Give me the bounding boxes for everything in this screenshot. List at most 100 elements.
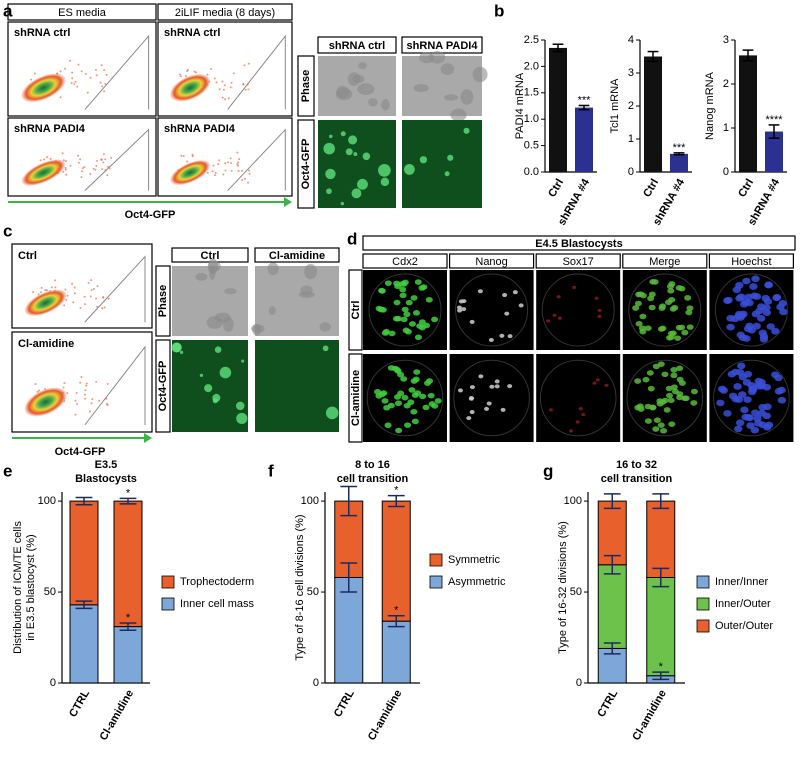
embryo-image (536, 270, 621, 350)
y-tick-label: 0 (628, 166, 634, 178)
nucleus (733, 383, 742, 390)
nucleus (671, 388, 679, 395)
embryo-outline (626, 359, 704, 437)
nucleus (639, 313, 647, 320)
gfp-colony (362, 152, 371, 161)
nucleus (399, 286, 407, 293)
nucleus (751, 275, 760, 283)
nucleus (658, 305, 666, 311)
event (46, 156, 49, 159)
bar-segment (597, 564, 627, 649)
event (95, 164, 98, 167)
nucleus (632, 305, 640, 311)
nucleus (393, 299, 401, 306)
colony (472, 66, 488, 83)
y-axis-label: Tcl1 mRNA (609, 78, 621, 134)
nucleus (572, 285, 577, 290)
nucleus (735, 295, 744, 302)
nucleus (763, 403, 772, 411)
row-label: Phase (300, 70, 312, 102)
bar-segment (597, 500, 627, 566)
x-tick-label: CTRL (67, 688, 92, 720)
nucleus (568, 429, 573, 433)
event (90, 289, 93, 292)
nucleus (734, 425, 743, 433)
nucleus (684, 295, 692, 301)
legend-swatch (161, 597, 175, 611)
nucleus (735, 281, 744, 289)
event (108, 167, 111, 170)
nucleus (384, 280, 392, 286)
event (195, 71, 198, 74)
nucleus (597, 314, 602, 319)
embryo-outline (714, 273, 788, 347)
event (230, 81, 233, 84)
event (59, 96, 62, 99)
bar-segment (113, 500, 143, 628)
gfp-colony (380, 177, 390, 187)
nucleus (388, 330, 396, 337)
cell-label: Cl-amidine (18, 338, 74, 350)
event (105, 73, 108, 76)
y-tick-label: 0 (576, 677, 582, 689)
nucleus (642, 376, 650, 383)
event (241, 179, 244, 182)
event (63, 382, 66, 385)
nucleus (674, 335, 682, 341)
nucleus (776, 303, 785, 311)
gfp-colony (351, 188, 362, 199)
event (236, 164, 239, 167)
nucleus (494, 379, 500, 384)
gate (84, 128, 150, 191)
event (101, 168, 104, 171)
colony (300, 285, 313, 296)
y-axis-label: in E3.5 blastocyst (%) (25, 534, 37, 640)
event (89, 173, 92, 176)
event (77, 161, 80, 164)
event (98, 399, 101, 402)
event (102, 153, 105, 156)
column-header: shRNA ctrl (329, 40, 385, 52)
event (79, 158, 82, 161)
event (221, 96, 224, 99)
header-box (362, 235, 796, 251)
y-tick-label: 0 (723, 166, 729, 178)
gfp-colony (236, 412, 248, 425)
nucleus (634, 300, 642, 307)
event (180, 154, 183, 157)
nucleus (410, 408, 418, 415)
nucleus (676, 365, 684, 372)
event (206, 73, 209, 76)
event (37, 293, 40, 296)
event (221, 80, 224, 83)
nucleus (478, 374, 484, 379)
event (89, 295, 92, 298)
event (179, 73, 182, 76)
colony (450, 108, 467, 122)
event (44, 289, 47, 292)
nucleus (671, 304, 679, 311)
panel-label: d (347, 229, 357, 248)
event (80, 170, 83, 173)
nucleus (755, 382, 764, 390)
event (237, 170, 240, 173)
nucleus (595, 378, 600, 382)
significance: *** (673, 142, 687, 154)
bar-segment (381, 500, 411, 622)
nucleus (731, 395, 740, 403)
gfp-image (402, 120, 482, 208)
nucleus (546, 319, 551, 323)
nucleus (399, 292, 407, 299)
event (213, 77, 216, 80)
event (83, 295, 86, 298)
gfp-colony (322, 345, 329, 352)
event (85, 384, 88, 387)
significance: * (394, 485, 399, 497)
significance: **** (765, 114, 783, 126)
event (106, 404, 109, 407)
event (86, 91, 89, 94)
gfp-colony (241, 359, 245, 363)
significance: * (126, 612, 131, 624)
nucleus (723, 410, 732, 417)
